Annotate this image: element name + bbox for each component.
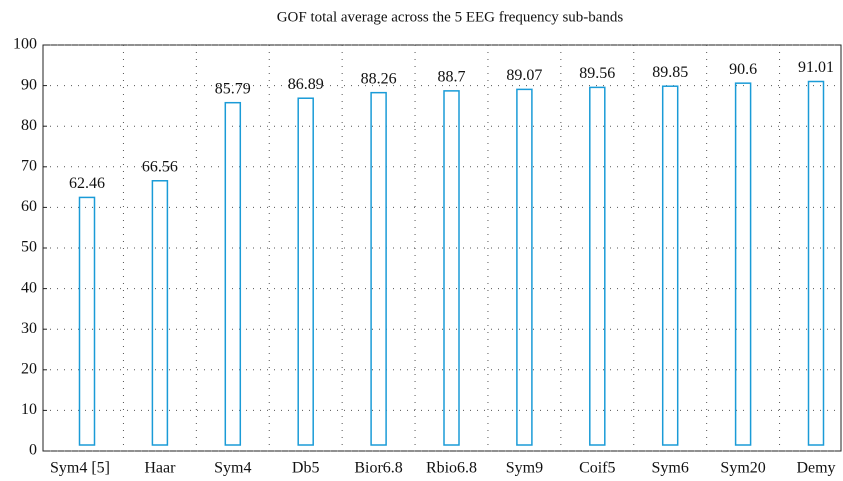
- bar: [661, 85, 679, 446]
- data-label: 66.56: [142, 158, 178, 175]
- data-label: 88.26: [361, 70, 397, 87]
- x-tick-label: Haar: [144, 460, 176, 477]
- x-tick-label: Sym4: [214, 460, 251, 477]
- y-tick-label: 0: [29, 442, 37, 459]
- data-label: 85.79: [215, 80, 251, 97]
- data-label: 88.7: [438, 69, 466, 86]
- x-tick-label: Demy: [796, 460, 835, 477]
- y-tick-label: 80: [21, 117, 37, 134]
- x-tick-label: Sym6: [652, 460, 689, 477]
- y-tick-label: 70: [21, 157, 37, 174]
- bar: [370, 91, 387, 446]
- x-tick-label: Bior6.8: [354, 460, 402, 477]
- y-tick-label: 30: [21, 320, 37, 337]
- data-label: 90.6: [729, 61, 757, 78]
- bar: [224, 101, 242, 446]
- data-label: 89.56: [579, 65, 615, 82]
- x-tick-label: Sym9: [506, 460, 543, 477]
- x-tick-label: Rbio6.8: [426, 460, 477, 477]
- y-tick-label: 20: [21, 360, 37, 377]
- data-label: 62.46: [69, 175, 105, 192]
- y-tick-label: 40: [21, 279, 37, 296]
- bar: [516, 88, 533, 446]
- y-tick-label: 90: [21, 76, 37, 93]
- bar: [807, 80, 825, 446]
- bar: [443, 90, 460, 446]
- y-tick-label: 50: [21, 239, 37, 256]
- bar: [151, 180, 169, 446]
- x-tick-label: Db5: [292, 460, 320, 477]
- x-tick-label: Coif5: [579, 460, 615, 477]
- bar: [589, 86, 606, 446]
- data-label: 89.85: [652, 64, 688, 81]
- y-tick-label: 100: [13, 36, 37, 53]
- chart-title: GOF total average across the 5 EEG frequ…: [277, 9, 624, 25]
- data-label: 89.07: [506, 67, 542, 84]
- bar: [734, 82, 752, 446]
- data-label: 86.89: [288, 76, 324, 93]
- x-tick-label: Sym20: [720, 460, 765, 477]
- data-label: 91.01: [798, 59, 834, 76]
- y-tick-label: 60: [21, 198, 37, 215]
- x-tick-label: Sym4 [5]: [50, 460, 110, 477]
- bar: [297, 97, 314, 446]
- bar: [78, 196, 96, 446]
- y-tick-label: 10: [21, 401, 37, 418]
